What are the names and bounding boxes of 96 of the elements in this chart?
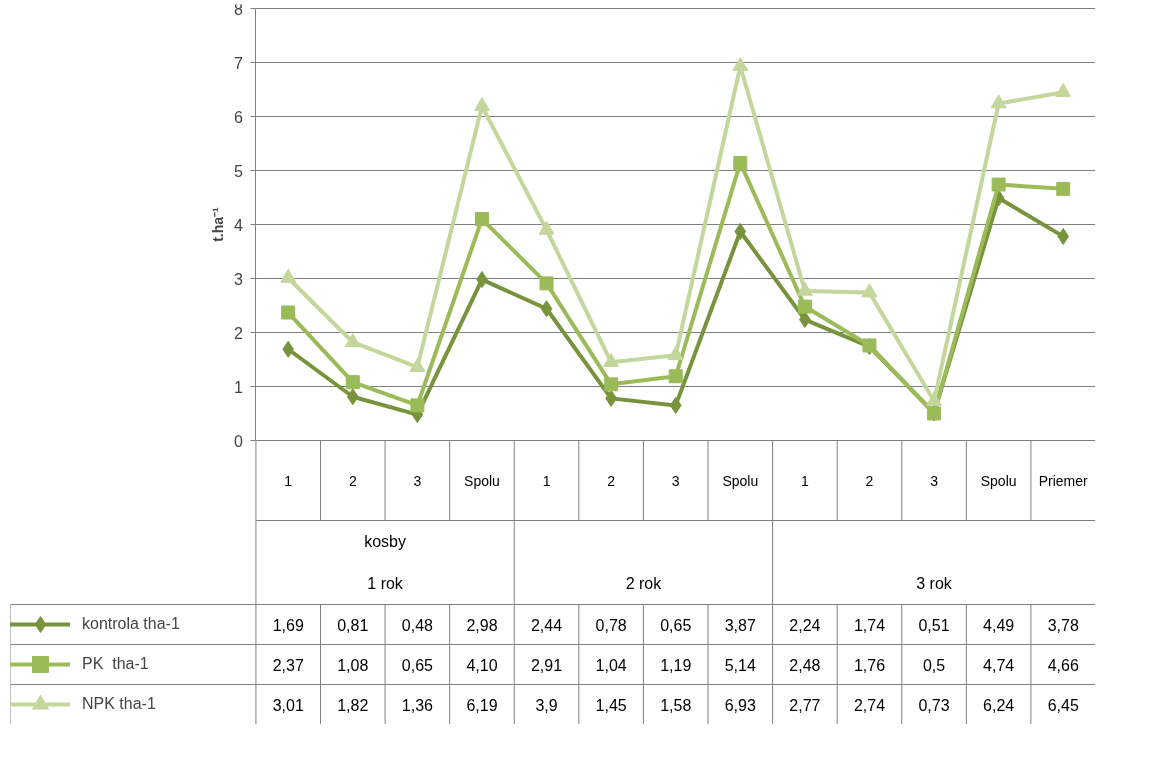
x-tick-label: Spolu <box>722 472 759 489</box>
data-label: 2,44 <box>530 616 563 634</box>
y-tick-label: 1 <box>234 378 244 396</box>
data-label: 1,45 <box>595 696 627 714</box>
data-label: 2,91 <box>530 656 563 674</box>
point <box>603 353 620 368</box>
point <box>667 346 684 361</box>
data-label: 6,19 <box>466 696 498 714</box>
point <box>473 97 490 112</box>
data-label: 0,78 <box>595 616 627 634</box>
data-label: 3,01 <box>272 696 304 714</box>
y-tick-label: 4 <box>234 216 244 234</box>
point <box>539 276 554 291</box>
x-tick-label: 1 <box>542 472 551 489</box>
point <box>1055 83 1072 98</box>
y-tick-label: 3 <box>234 270 244 288</box>
data-label: 5,14 <box>724 656 756 674</box>
data-label: 0,51 <box>918 616 950 634</box>
x-tick-label: Spolu <box>980 472 1017 489</box>
point <box>1057 227 1070 245</box>
x-tick-label: 1 <box>284 472 293 489</box>
point <box>538 220 555 235</box>
data-label: 0,5 <box>922 656 946 674</box>
x-tick-label: 3 <box>930 472 939 489</box>
y-tick-label: 7 <box>234 54 244 72</box>
data-label: 2,24 <box>789 616 821 634</box>
legend-label: kontrola tha-1 <box>82 614 180 634</box>
point <box>797 299 812 314</box>
data-label: 6,24 <box>983 696 1015 714</box>
data-label: 1,58 <box>660 696 692 714</box>
y-tick-label: 6 <box>234 108 244 126</box>
text: 1 rok <box>367 575 404 592</box>
y-tick-label: 2 <box>234 324 244 342</box>
data-label: 1,04 <box>595 656 627 674</box>
point <box>604 377 619 392</box>
point <box>345 375 360 390</box>
x-tick-label: 2 <box>865 472 874 489</box>
text: kosby <box>364 533 406 550</box>
y-tick-label: 0 <box>234 432 244 450</box>
point <box>282 340 295 358</box>
data-label: 0,81 <box>337 616 369 634</box>
data-label: 3,87 <box>724 616 756 634</box>
point <box>1056 181 1071 196</box>
point <box>474 212 489 227</box>
point <box>796 281 813 296</box>
point <box>668 369 683 384</box>
point <box>861 283 878 298</box>
point <box>280 268 297 283</box>
data-label: 2,74 <box>853 696 886 714</box>
point <box>281 305 296 320</box>
data-label: 1,76 <box>853 656 886 674</box>
data-label: 4,74 <box>983 656 1015 674</box>
data-label: 1,74 <box>853 616 886 634</box>
data-label: 2,77 <box>789 696 821 714</box>
point <box>733 155 748 170</box>
legend-label: NPK tha-1 <box>82 694 156 714</box>
data-label: 2,98 <box>466 616 498 634</box>
x-tick-label: 2 <box>607 472 616 489</box>
x-tick-label: 3 <box>413 472 422 489</box>
data-label: 4,49 <box>983 616 1015 634</box>
x-tick-label: 1 <box>800 472 809 489</box>
point <box>990 94 1007 109</box>
data-label: 2,48 <box>789 656 821 674</box>
point <box>346 388 359 406</box>
data-label: 1,08 <box>337 656 369 674</box>
text: 2 rok <box>625 575 663 592</box>
data-label: 0,48 <box>401 616 434 634</box>
data-label: 4,10 <box>466 656 498 674</box>
point <box>734 223 747 241</box>
y-axis-title: t.ha⁻¹ <box>209 206 226 242</box>
data-label: 3,78 <box>1047 616 1079 634</box>
y-tick-label: 5 <box>234 162 244 180</box>
text: 3 rok <box>916 575 953 592</box>
data-label: 6,45 <box>1047 696 1079 714</box>
x-tick-label: 2 <box>348 472 357 489</box>
point <box>991 177 1006 192</box>
data-label: 1,19 <box>660 656 692 674</box>
data-label: 1,69 <box>272 616 304 634</box>
data-label: 0,65 <box>401 656 434 674</box>
point <box>669 396 682 414</box>
x-tick-label: 3 <box>671 472 680 489</box>
x-tick-label: Priemer <box>1038 472 1089 489</box>
x-tick-label: Spolu <box>464 472 500 489</box>
data-label: 1,82 <box>337 696 369 714</box>
point <box>410 398 425 413</box>
point <box>344 333 361 348</box>
data-label: 0,73 <box>918 696 950 714</box>
data-label: 1,36 <box>401 696 434 714</box>
legend-label: PK tha-1 <box>82 654 149 674</box>
point <box>732 57 749 72</box>
data-label: 2,37 <box>272 656 304 674</box>
point <box>540 300 553 318</box>
data-label: 3,9 <box>535 696 558 714</box>
data-label: 0,65 <box>660 616 692 634</box>
data-label: 6,93 <box>724 696 756 714</box>
data-label: 4,66 <box>1047 656 1079 674</box>
